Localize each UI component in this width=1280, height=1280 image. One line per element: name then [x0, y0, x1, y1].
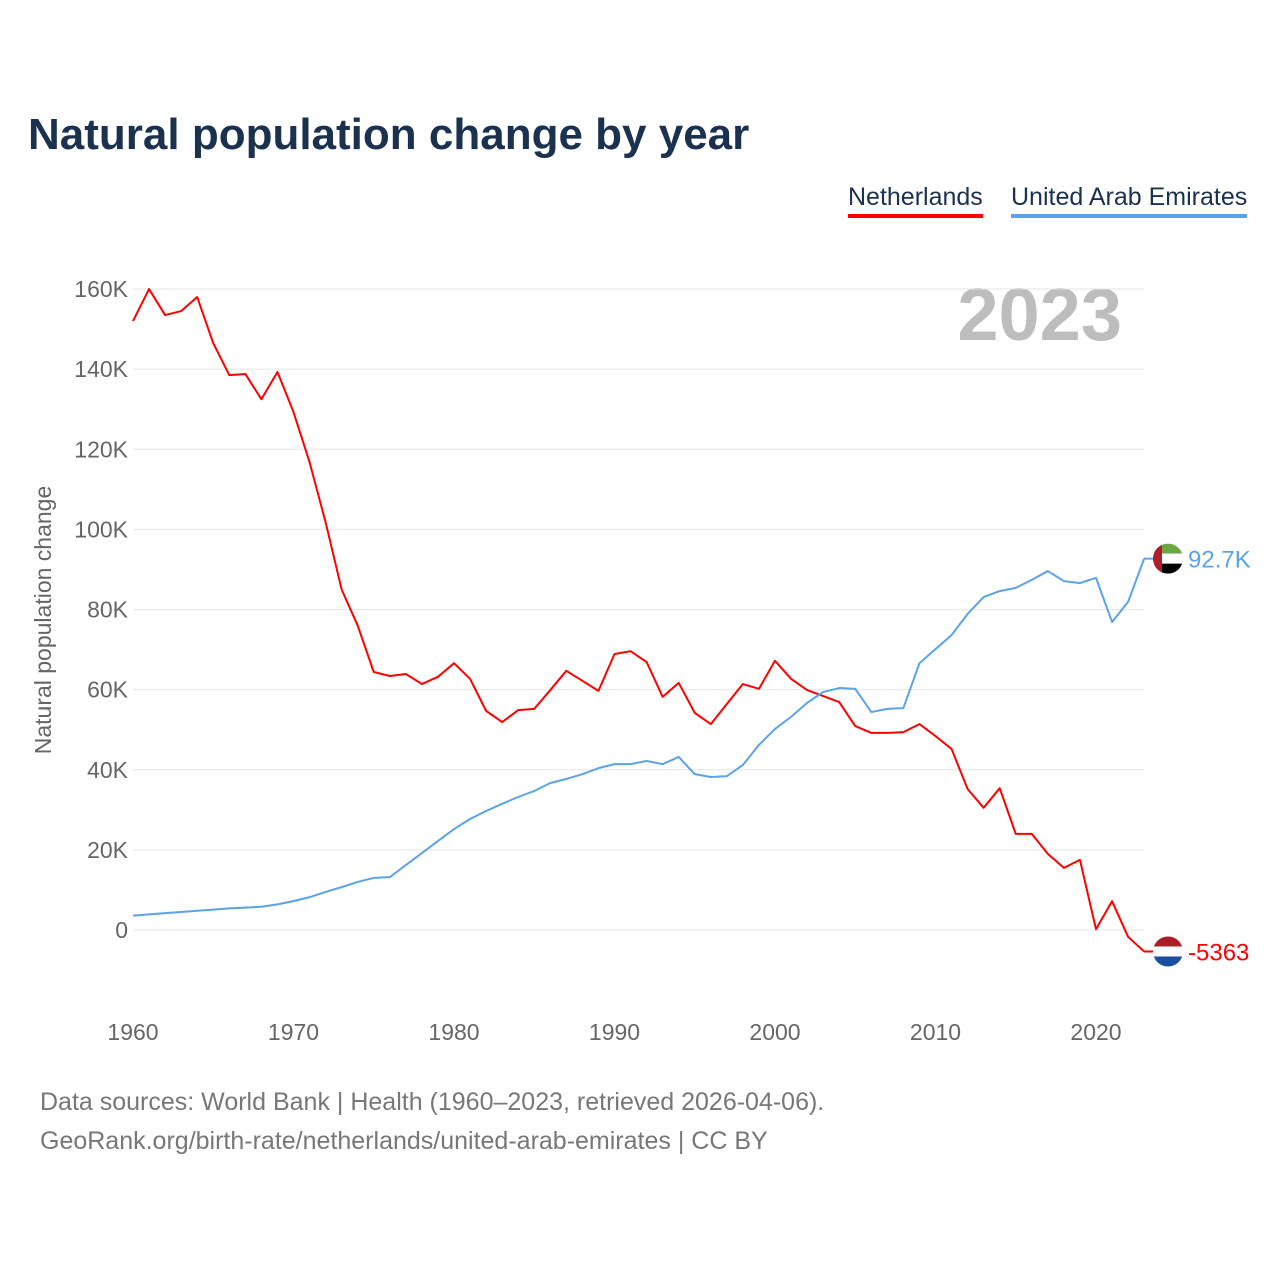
- end-label-netherlands: -5363: [1188, 939, 1249, 966]
- legend-item-uae[interactable]: United Arab Emirates: [1011, 183, 1248, 218]
- uae-flag-icon: [1153, 543, 1183, 574]
- y-tick-label: 100K: [74, 516, 128, 542]
- flag-stripe: [1153, 553, 1183, 564]
- y-tick-label: 160K: [74, 276, 128, 302]
- x-tick-label: 2020: [1070, 1019, 1121, 1045]
- flag-stripe: [1153, 946, 1183, 957]
- x-tick-label: 1960: [107, 1019, 158, 1045]
- netherlands-flag-icon: [1153, 936, 1183, 967]
- flag-stripe: [1153, 563, 1183, 574]
- x-tick-label: 2000: [749, 1019, 800, 1045]
- x-tick-label: 1980: [428, 1019, 479, 1045]
- y-tick-label: 120K: [74, 436, 128, 462]
- y-tick-label: 80K: [87, 597, 129, 623]
- y-tick-label: 0: [115, 917, 128, 943]
- footer-sources: Data sources: World Bank | Health (1960–…: [40, 1088, 825, 1116]
- y-tick-label: 60K: [87, 677, 129, 703]
- flag-stripe: [1153, 543, 1183, 554]
- series-line-netherlands: [132, 288, 1145, 953]
- footer-link[interactable]: GeoRank.org/birth-rate/netherlands/unite…: [40, 1127, 768, 1155]
- year-watermark: 2023: [957, 273, 1122, 356]
- legend-item-netherlands[interactable]: Netherlands: [848, 183, 983, 218]
- flag-stripe: [1153, 956, 1183, 967]
- x-tick-label: 1970: [268, 1019, 319, 1045]
- y-tick-label: 20K: [87, 837, 129, 863]
- chart-title: Natural population change by year: [28, 110, 750, 159]
- y-tick-label: 140K: [74, 356, 128, 382]
- flag-stripe: [1153, 543, 1162, 574]
- end-label-uae: 92.7K: [1188, 547, 1251, 574]
- y-tick-label: 40K: [87, 757, 129, 783]
- x-tick-label: 2010: [910, 1019, 961, 1045]
- series-line-uae: [132, 558, 1146, 917]
- flag-stripe: [1153, 936, 1183, 947]
- x-tick-label: 1990: [589, 1019, 640, 1045]
- y-axis-label: Natural population change: [30, 486, 56, 755]
